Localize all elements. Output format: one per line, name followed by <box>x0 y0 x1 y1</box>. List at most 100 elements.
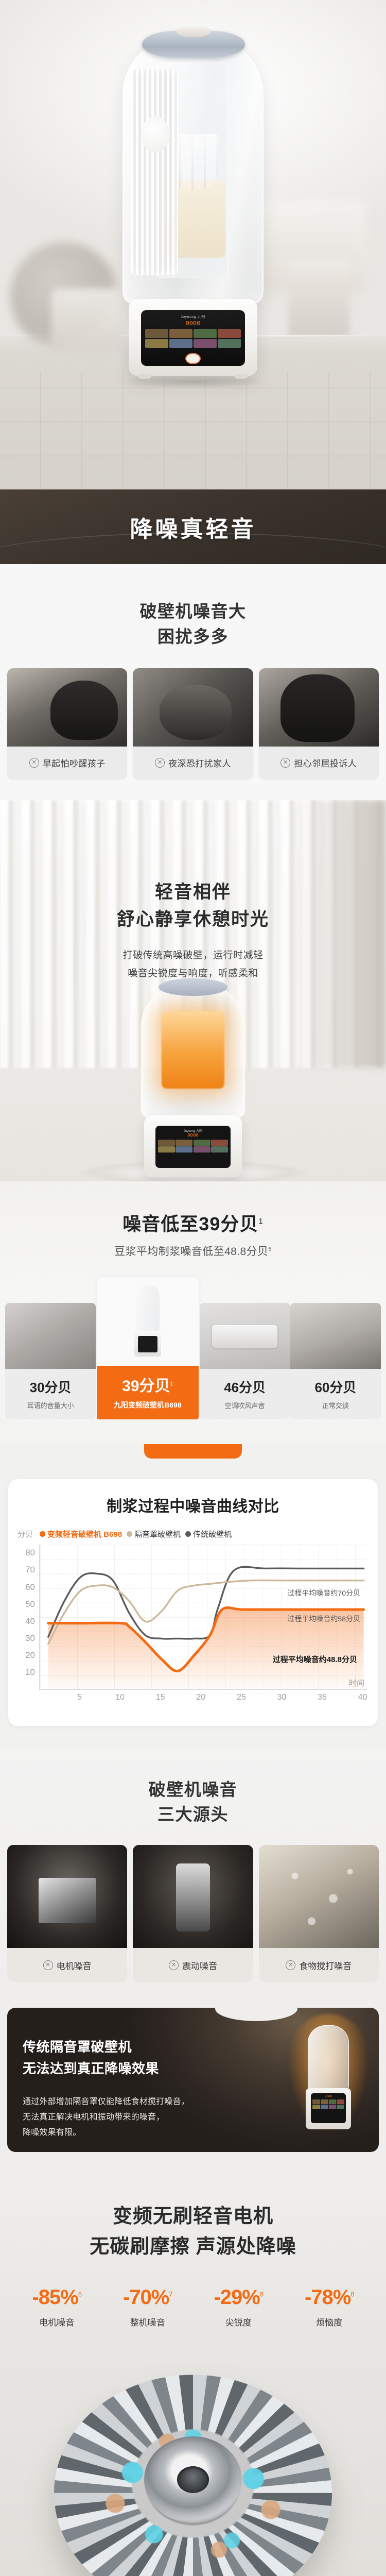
chart-y-tick: 40 <box>25 1616 35 1626</box>
decibel-item-product: 39分贝1 九阳变频破壁机B698 <box>97 1277 199 1419</box>
screen-program-grid <box>312 2099 344 2110</box>
section-motor: 变频无刷轻音电机 无碳刷摩擦 声源处降噪 -85%6 电机噪音 -70%7 整机… <box>0 2173 386 2576</box>
hero-blender: Joyoung 九阳 0000 <box>108 26 278 388</box>
problem-photo-child-sleeping <box>7 668 128 747</box>
legend-item-hood: 隔音罩破壁机 <box>127 1529 181 1539</box>
motor-stat: -78%8 烦恼度 <box>284 2286 375 2328</box>
section-decibel-comparison: 噪音低至39分贝1 豆浆平均制浆噪音低至48.8分贝5 30分贝 耳语的音量大小 <box>0 1181 386 1444</box>
chart-annotation-hood: 过程平均噪音约58分贝 <box>287 1614 360 1623</box>
motor-stat-number: -85% <box>32 2286 78 2309</box>
chart-y-tick: 30 <box>25 1633 35 1643</box>
quiet-desc-line1: 打破传统高噪破壁，运行时减轻 <box>122 950 264 961</box>
decibel-value: 39分贝1 <box>98 1373 197 1396</box>
decibel-item-ac: 46分贝 空调吹风声音 <box>199 1302 290 1419</box>
decibel-name: 九阳变频破壁机B698 <box>114 1400 182 1409</box>
problem-card: ✕ 担心邻居投诉人 <box>258 668 379 779</box>
chart-x-axis: 5 10 15 20 25 30 35 40 <box>39 1692 367 1707</box>
hood-desc-line2: 无法真正解决电机和振动带来的噪音， <box>23 2112 165 2122</box>
blender-lid-knob <box>177 26 210 37</box>
x-circle-icon: ✕ <box>280 758 291 768</box>
decibel-subtitle: 豆浆平均制浆噪音低至48.8分贝5 <box>0 1243 386 1259</box>
decibel-name: 空调吹风声音 <box>224 1401 265 1410</box>
x-circle-icon: ✕ <box>155 758 165 768</box>
hood-heading-line1: 传统隔音罩破壁机 <box>23 2039 132 2055</box>
decibel-value: 60分贝 <box>314 1379 357 1395</box>
x-circle-icon: ✕ <box>43 1960 53 1970</box>
chart-line-series-2 <box>47 1566 365 1640</box>
blender-jar <box>308 2025 349 2091</box>
decibel-name: 正常交谈 <box>322 1401 349 1410</box>
motor-heading-line1: 变频无刷轻音电机 <box>112 2206 273 2228</box>
photo-motor <box>7 1845 128 1948</box>
chart-x-tick: 40 <box>358 1692 367 1702</box>
quiet-heading-line2: 舒心静享休憩时光 <box>116 909 269 929</box>
legend-item-b698: 变频轻音破壁机 B698 <box>40 1529 122 1539</box>
hood-product-image: 0000 <box>289 2014 367 2142</box>
sources-heading-line2: 三大源头 <box>157 1805 229 1824</box>
decibel-scale-row: 30分贝 耳语的音量大小 39分贝1 九阳变频破壁机B698 <box>0 1277 386 1419</box>
decibel-subtitle-footnote: 5 <box>268 1246 272 1252</box>
legend-item-traditional: 传统破壁机 <box>185 1529 232 1539</box>
hood-description: 通过外部增加隔音罩仅能降低食材搅打噪音， 无法真正解决电机和振动带来的噪音， 降… <box>23 2094 189 2140</box>
legend-label: 隔音罩破壁机 <box>134 1530 181 1539</box>
tile-pattern <box>0 371 386 489</box>
decibel-label: 30分贝 耳语的音量大小 <box>5 1368 96 1419</box>
photo-whispering <box>5 1302 96 1369</box>
blender-feet <box>138 374 248 379</box>
blender-control-screen: Joyoung 九阳 0000 <box>141 310 245 366</box>
screen-digits: 0000 <box>185 320 201 327</box>
chart-y-tick: 50 <box>25 1599 35 1609</box>
card-notch <box>215 2008 298 2022</box>
chart-x-tick: 10 <box>115 1692 125 1702</box>
problem-photo-neighbor-complaint <box>258 668 379 747</box>
chart-tab-marker <box>144 1444 242 1459</box>
decibel-label-highlight: 39分贝1 九阳变频破壁机B698 <box>97 1365 199 1419</box>
x-circle-icon: ✕ <box>168 1960 179 1970</box>
mini-blender-icon <box>133 1284 162 1360</box>
decibel-value: 46分贝 <box>224 1379 266 1395</box>
hero-product-image: Joyoung 九阳 0000 <box>0 0 386 489</box>
section-banner-title: 降噪真轻音 <box>0 489 386 564</box>
chart-y-tick: 60 <box>25 1582 35 1592</box>
problem-caption-text: 夜深恐打扰家人 <box>168 759 231 769</box>
page-title: 降噪真轻音 <box>130 516 256 542</box>
motor-stat-value: -29%8 <box>193 2286 284 2309</box>
chart-xlabel: 时间 <box>348 1679 364 1688</box>
motor-stat-name: 尖锐度 <box>225 2318 252 2328</box>
source-card-food: ✕ 食物搅打噪音 <box>258 1845 379 1982</box>
sources-card-list: ✕ 电机噪音 ✕ 震动噪音 ✕ 食物搅打噪音 <box>0 1827 386 1982</box>
chart-svg <box>47 1566 365 1689</box>
chart-x-tick: 35 <box>318 1692 327 1702</box>
decibel-value: 30分贝 <box>29 1379 72 1395</box>
x-circle-icon: ✕ <box>286 1960 296 1970</box>
motor-stat-list: -85%6 电机噪音 -70%7 整机噪音 -29%8 尖锐度 -78%8 烦恼… <box>0 2262 386 2328</box>
legend-label: 变频轻音破壁机 B698 <box>47 1530 122 1539</box>
chart-legend: 分贝 变频轻音破壁机 B698 隔音罩破壁机 传统破壁机 <box>17 1529 369 1539</box>
decibel-subtitle-text: 豆浆平均制浆噪音低至48.8分贝 <box>114 1245 269 1258</box>
photo-family-cooking <box>290 1302 381 1369</box>
photo-air-conditioner <box>199 1302 290 1369</box>
source-caption: ✕ 食物搅打噪音 <box>258 1948 379 1982</box>
chart-y-tick: 10 <box>25 1667 35 1677</box>
chart-plot-area <box>39 1544 366 1690</box>
decibel-title-footnote: 1 <box>258 1216 264 1226</box>
motor-stat-footnote: 6 <box>78 2290 82 2298</box>
photo-product <box>97 1277 199 1366</box>
quiet-desc-line2: 噪音尖锐度与响度，听感柔和 <box>128 968 258 979</box>
hood-heading-line2: 无法达到真正降噪效果 <box>23 2060 160 2076</box>
chart-card: 制浆过程中噪音曲线对比 分贝 变频轻音破壁机 B698 隔音罩破壁机 传统破壁机… <box>8 1479 378 1726</box>
motor-stat-number: -78% <box>304 2286 351 2309</box>
decibel-item-whisper: 30分贝 耳语的音量大小 <box>5 1302 96 1419</box>
chart-annotation-traditional: 过程平均噪音约70分贝 <box>287 1588 360 1597</box>
blender-sound-shield <box>131 69 178 275</box>
curtain-shadow <box>296 800 386 1068</box>
quiet-text-block: 轻音相伴 舒心静享休憩时光 打破传统高噪破壁，运行时减轻 噪音尖锐度与响度，听感… <box>0 800 386 983</box>
chart-y-tick: 20 <box>25 1650 35 1660</box>
motor-stat-name: 整机噪音 <box>130 2318 165 2328</box>
section-problem: 破壁机噪音大 困扰多多 ✕ 早起怕吵醒孩子 ✕ 夜深恐打扰家人 <box>0 564 386 800</box>
legend-swatch-icon <box>127 1531 133 1537</box>
problem-caption-text: 担心邻居投诉人 <box>294 759 357 769</box>
decibel-title-text: 噪音低至39分贝 <box>122 1213 259 1234</box>
sources-heading-line1: 破壁机噪音 <box>148 1780 238 1799</box>
motor-stat-number: -70% <box>122 2286 169 2309</box>
